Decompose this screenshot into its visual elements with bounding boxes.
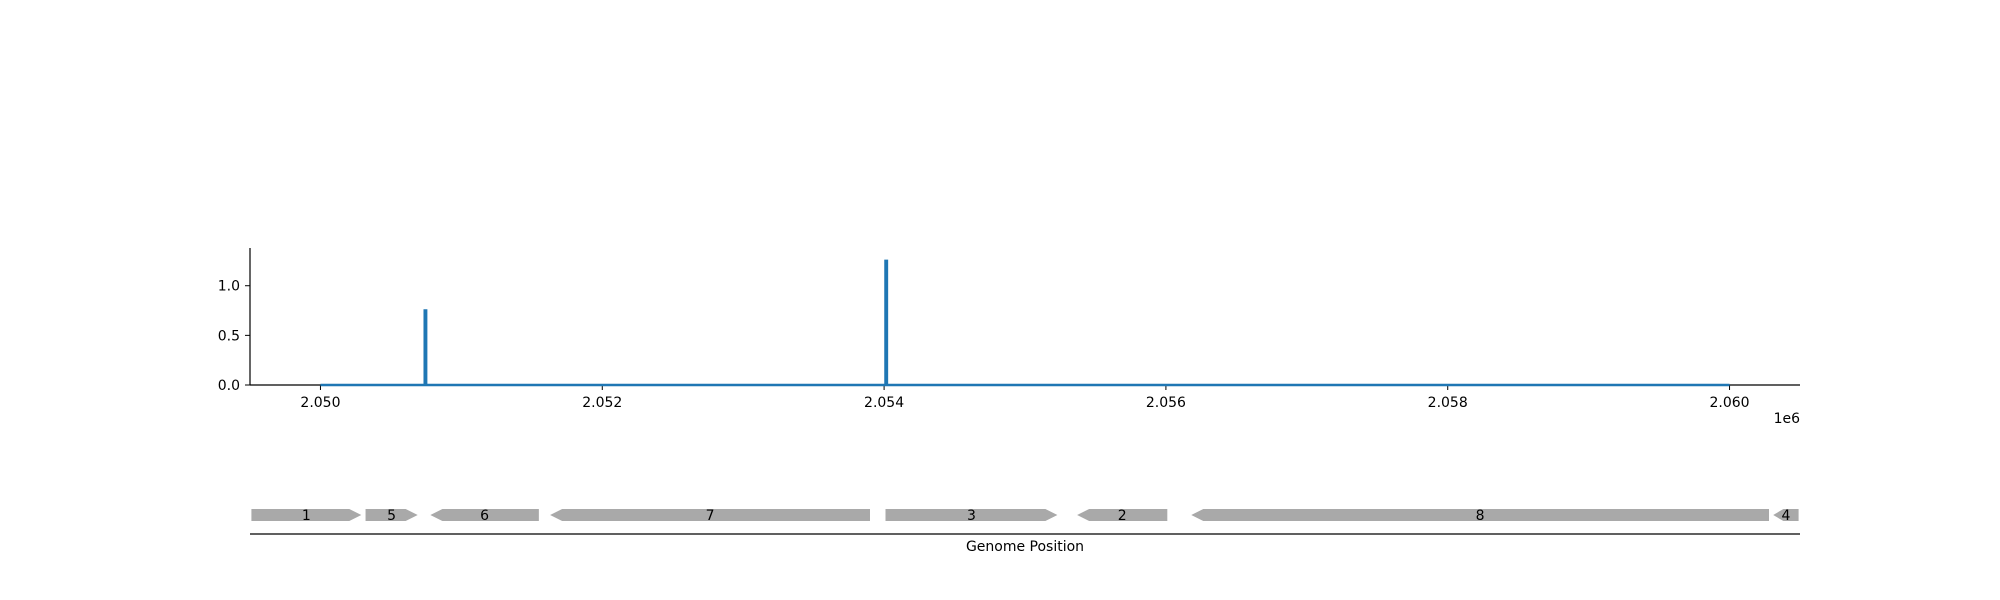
gene-arrow-6	[430, 509, 539, 521]
gene-label-5: 5	[387, 508, 396, 524]
gene-arrow-8	[1191, 509, 1769, 521]
x-tick-label: 2.050	[300, 395, 340, 411]
gene-label-3: 3	[967, 508, 976, 524]
gene-label-1: 1	[302, 508, 311, 524]
gene-label-6: 6	[480, 508, 489, 524]
coverage-plot: 0.0 0.5 1.0 2.050 2.052 2.054 2.056 2.058 2.060 1…	[218, 248, 1800, 427]
gene-track-xlabel: Genome Position	[966, 539, 1084, 555]
gene-arrow-3	[885, 509, 1058, 521]
gene-arrow-2	[1077, 509, 1168, 521]
x-tick-label: 2.054	[864, 395, 904, 411]
gene-arrow-1	[251, 509, 362, 521]
gene-label-7: 7	[706, 508, 715, 524]
x-tick-label: 2.056	[1146, 395, 1186, 411]
coverage-series-line	[320, 259, 1730, 387]
gene-track: 1 5 6 7 3 2 8 4 Genome Position	[250, 508, 1800, 555]
gene-arrow-4	[1773, 509, 1799, 521]
gene-arrow-5	[365, 509, 418, 521]
y-tick-label: 0.5	[218, 328, 240, 344]
y-tick-label: 1.0	[218, 279, 240, 295]
y-tick-label: 0.0	[218, 378, 240, 394]
gene-label-4: 4	[1781, 508, 1790, 524]
gene-label-8: 8	[1476, 508, 1485, 524]
x-offset-label: 1e6	[1774, 411, 1801, 427]
gene-label-2: 2	[1118, 508, 1127, 524]
x-tick-label: 2.060	[1709, 395, 1749, 411]
gene-arrow-7	[550, 509, 870, 521]
x-tick-label: 2.052	[582, 395, 622, 411]
x-tick-label: 2.058	[1428, 395, 1468, 411]
